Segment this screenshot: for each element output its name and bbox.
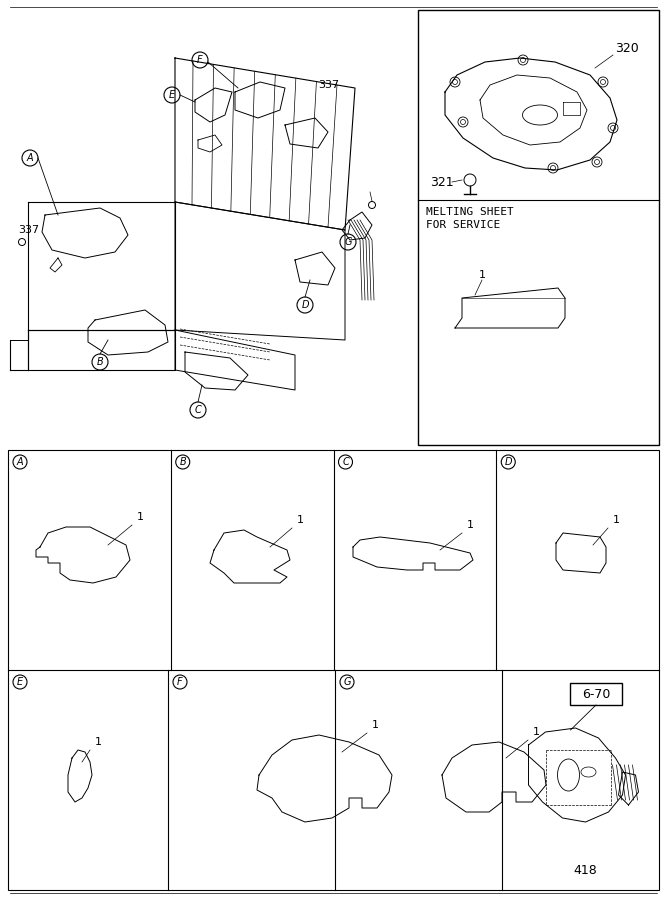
Text: 321: 321 [430,176,454,188]
Text: B: B [179,457,186,467]
Text: C: C [195,405,201,415]
Text: F: F [177,677,183,687]
Text: G: G [344,677,351,687]
Text: A: A [27,153,33,163]
Text: D: D [504,457,512,467]
Text: 1: 1 [478,270,486,280]
Text: E: E [169,90,175,100]
Text: 1: 1 [297,515,303,525]
Text: G: G [344,237,352,247]
Text: FOR SERVICE: FOR SERVICE [426,220,500,230]
Text: 6-70: 6-70 [582,688,610,700]
Text: C: C [342,457,349,467]
Text: 337: 337 [318,80,339,90]
Text: 337: 337 [18,225,39,235]
Text: E: E [17,677,23,687]
Text: F: F [197,55,203,65]
Text: 418: 418 [574,863,598,877]
Text: B: B [97,357,103,367]
Bar [570,683,622,705]
Text: 1: 1 [612,515,620,525]
Text: MELTING SHEET: MELTING SHEET [426,207,514,217]
Text: 1: 1 [95,737,101,747]
Text: D: D [301,300,309,310]
Bar [418,10,659,445]
Text: 320: 320 [615,41,639,55]
Text: 1: 1 [532,727,540,737]
Text: A: A [17,457,23,467]
Text: 1: 1 [137,512,143,522]
Text: 1: 1 [372,720,378,730]
Bar [8,450,659,890]
Text: 1: 1 [466,520,474,530]
